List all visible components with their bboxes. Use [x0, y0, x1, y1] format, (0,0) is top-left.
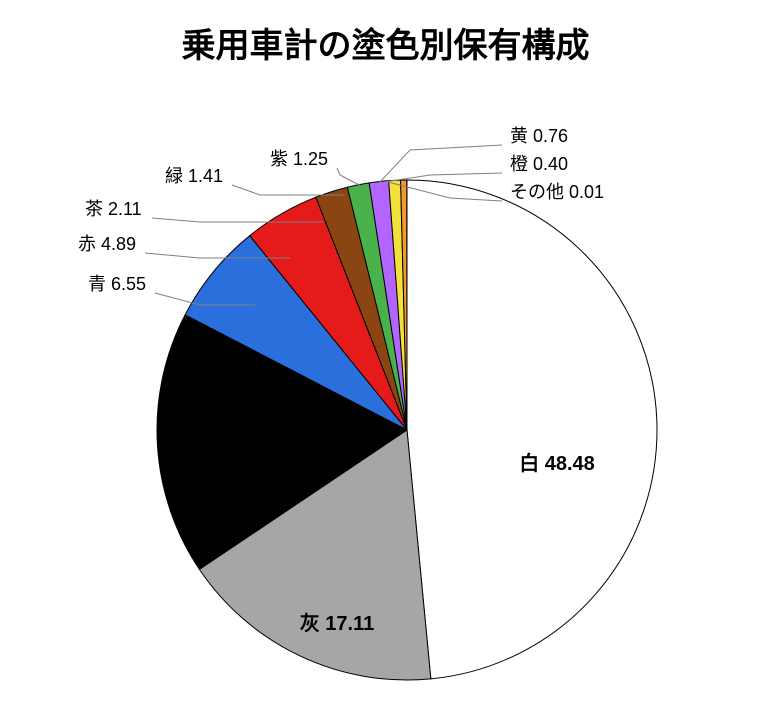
- slice-label: 緑 1.41: [165, 166, 223, 186]
- chart-title: 乗用車計の塗色別保有構成: [0, 18, 771, 67]
- slice-label: 黄 0.76: [510, 126, 568, 146]
- slice-label: 青 6.55: [88, 274, 146, 294]
- slice-label: その他 0.01: [510, 182, 604, 202]
- chart-container: 乗用車計の塗色別保有構成 白 48.48 灰 17.11 黒 17.03 青 6.55…: [0, 0, 771, 702]
- slice-label: 茶 2.11: [85, 199, 142, 219]
- pie-slice: [407, 180, 657, 679]
- slice-label: 白 48.48: [519, 451, 595, 475]
- slice-label: 紫 1.25: [270, 149, 328, 169]
- slice-label: 橙 0.40: [510, 154, 568, 174]
- leader-line: [378, 145, 502, 184]
- pie-chart: 白 48.48 灰 17.11 黒 17.03 青 6.55 赤 4.89 茶 2.11 緑…: [0, 90, 771, 702]
- slice-label: 灰 17.11: [300, 611, 375, 635]
- slice-label: 黒 17.03: [169, 492, 245, 515]
- slice-label: 赤 4.89: [78, 234, 136, 254]
